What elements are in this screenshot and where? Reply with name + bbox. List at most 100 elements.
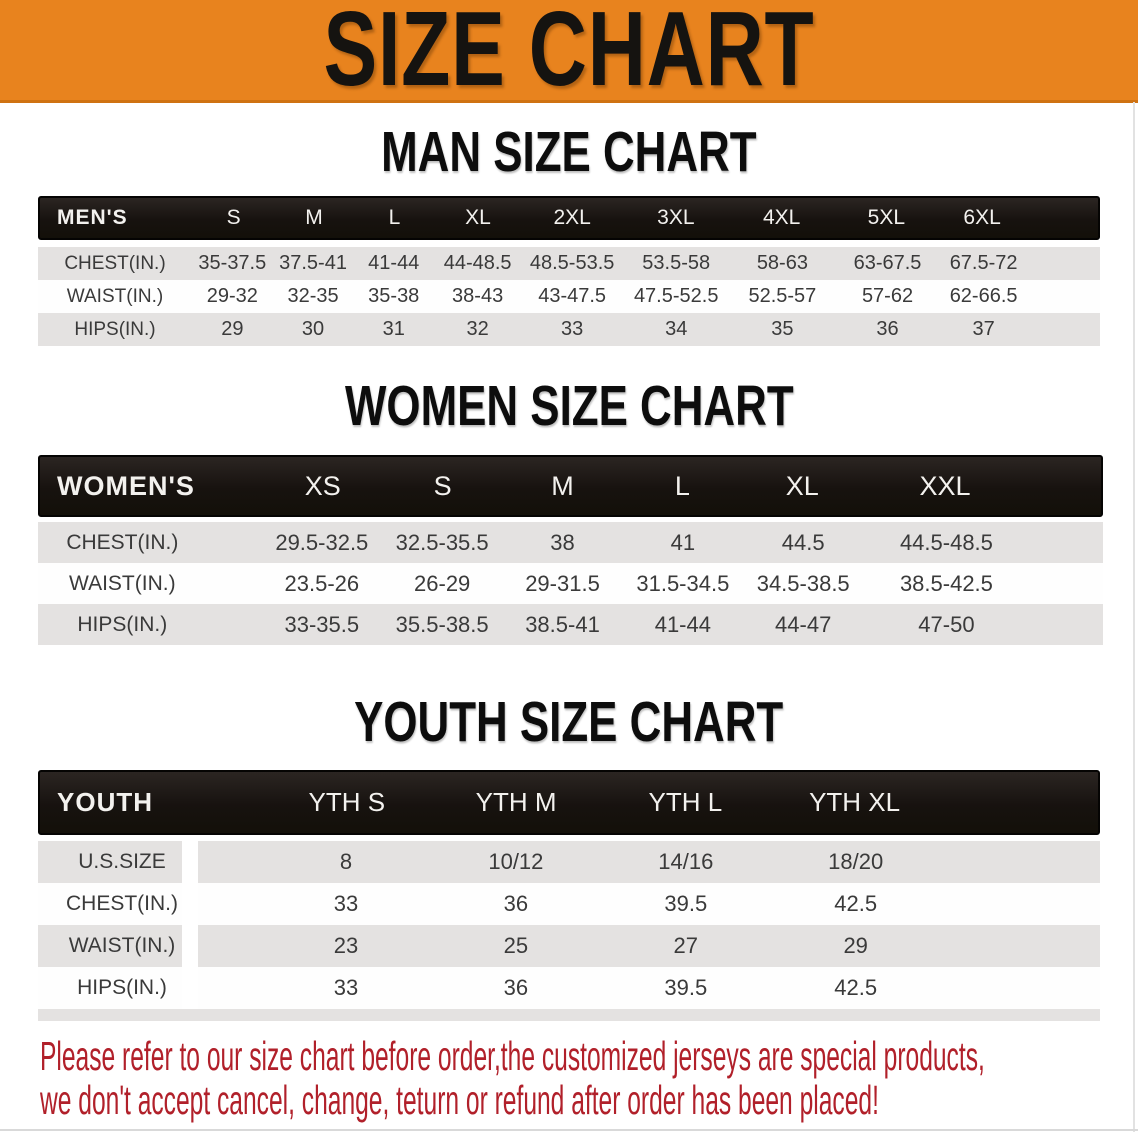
size-value-cell: 32 <box>466 318 489 340</box>
size-value-cell: 44-48.5 <box>443 252 512 274</box>
spacer-cell <box>1029 522 1102 563</box>
size-value-cell: 31.5-34.5 <box>636 570 730 596</box>
size-column-header: YTH S <box>308 787 386 817</box>
size-column-header: YTH M <box>475 787 557 817</box>
size-column-header: L <box>388 206 401 229</box>
size-value-cell: 27 <box>673 933 699 958</box>
measurement-row: CHEST(IN.) 35-37.5 37.5-41 41-44 44-48.5 48.5… <box>38 247 1100 280</box>
size-column-header: S <box>433 470 452 501</box>
size-value-cell: 25 <box>503 933 529 958</box>
row-label: CHEST(IN.) <box>66 892 178 915</box>
size-value-cell: 23.5-26 <box>284 570 360 596</box>
size-value-cell: 29-31.5 <box>525 570 600 596</box>
row-label: HIPS(IN.) <box>77 976 167 999</box>
spacer-cell <box>1029 563 1102 604</box>
size-value-cell: 43-47.5 <box>538 285 607 307</box>
size-value-cell: 35-37.5 <box>198 252 267 274</box>
size-column-header: 3XL <box>657 206 695 229</box>
table-header-row: MEN'S S M L XL 2XL 3XL 4XL 5XL 6XL <box>38 196 1100 240</box>
size-value-cell: 38-43 <box>452 285 504 307</box>
size-column-header: XL <box>785 470 819 501</box>
table-title-cell: YOUTH <box>57 787 153 817</box>
table-title-cell: MEN'S <box>57 206 128 229</box>
row-label: WAIST(IN.) <box>66 285 164 307</box>
youth-section-heading: YOUTH SIZE CHART <box>0 690 1138 754</box>
size-column-header: 2XL <box>553 206 591 229</box>
size-value-cell: 58-63 <box>756 252 808 274</box>
size-value-cell: 37.5-41 <box>279 252 347 274</box>
size-value-cell: 44.5-48.5 <box>899 529 993 555</box>
table-title-cell: WOMEN'S <box>57 470 195 501</box>
spacer-cell <box>941 925 1100 967</box>
size-value-cell: 18/20 <box>828 849 884 874</box>
size-value-cell: 10/12 <box>488 849 544 874</box>
size-value-cell: 38 <box>550 529 575 555</box>
size-column-header: XL <box>465 206 491 229</box>
measurement-row: CHEST(IN.) 29.5-32.5 32.5-35.5 38 41 44.5 44.5… <box>38 522 1103 563</box>
size-value-cell: 53.5-58 <box>642 252 711 274</box>
size-value-cell: 29 <box>221 318 244 340</box>
women-section-heading: WOMEN SIZE CHART <box>0 378 1138 435</box>
measurement-row: HIPS(IN.) 33 36 39.5 42.5 <box>38 967 1100 1009</box>
size-value-cell: 29-32 <box>206 285 258 307</box>
size-value-cell: 32.5-35.5 <box>395 529 489 555</box>
size-value-cell: 35 <box>771 318 794 340</box>
row-label: U.S.SIZE <box>78 850 166 873</box>
youth-size-table: YOUTH YTH S YTH M YTH L YTH XL U.S.SIZE 8 10/12… <box>38 770 1100 1021</box>
spacer-cell <box>1028 280 1100 313</box>
size-column-header: M <box>305 206 323 229</box>
measurement-row: WAIST(IN.) 23 25 27 29 <box>38 925 1100 967</box>
table-header-row: YOUTH YTH S YTH M YTH L YTH XL <box>38 770 1100 835</box>
size-column-header: XS <box>304 470 341 501</box>
size-value-cell: 34 <box>665 318 688 340</box>
size-value-cell: 8 <box>339 849 353 874</box>
size-value-cell: 31 <box>382 318 405 340</box>
womens-size-table: WOMEN'S XS S M L XL XXL CHEST(IN.) 29.5-32.5 32.5… <box>38 455 1103 645</box>
size-column-header: M <box>551 470 574 501</box>
size-value-cell: 41-44 <box>368 252 420 274</box>
size-value-cell: 42.5 <box>834 891 878 916</box>
table-bottom-strip <box>38 1009 1100 1021</box>
table-header-row: WOMEN'S XS S M L XL XXL <box>38 455 1103 517</box>
size-value-cell: 39.5 <box>664 975 708 1000</box>
size-value-cell: 52.5-57 <box>748 285 817 307</box>
size-value-cell: 62-66.5 <box>949 285 1018 307</box>
size-value-cell: 42.5 <box>834 975 878 1000</box>
size-value-cell: 41-44 <box>654 611 711 637</box>
size-value-cell: 44-47 <box>775 611 832 637</box>
size-column-header: S <box>226 206 241 229</box>
size-value-cell: 35.5-38.5 <box>395 611 489 637</box>
spacer-cell <box>1028 247 1100 280</box>
banner: SIZE CHART <box>0 0 1138 103</box>
size-value-cell: 35-38 <box>368 285 420 307</box>
size-value-cell: 67.5-72 <box>949 252 1018 274</box>
size-column-header: YTH L <box>648 787 723 817</box>
spacer-cell <box>1028 457 1101 515</box>
size-value-cell: 33-35.5 <box>284 611 360 637</box>
size-column-header: L <box>674 470 690 501</box>
size-column-header: 6XL <box>963 206 1001 229</box>
row-label: WAIST(IN.) <box>68 934 176 957</box>
measurement-row: HIPS(IN.) 33-35.5 35.5-38.5 38.5-41 41-44 44-… <box>38 604 1103 645</box>
size-value-cell: 37 <box>972 318 995 340</box>
size-value-cell: 38.5-42.5 <box>899 570 993 596</box>
row-label: WAIST(IN.) <box>69 571 176 595</box>
youth-section-heading-text: YOUTH SIZE CHART <box>354 690 784 754</box>
size-value-cell: 39.5 <box>664 891 708 916</box>
size-value-cell: 33 <box>333 891 359 916</box>
measurement-row: WAIST(IN.) 29-32 32-35 35-38 38-43 43-47.5 47.… <box>38 280 1100 313</box>
size-value-cell: 29 <box>843 933 868 958</box>
size-value-cell: 36 <box>876 318 899 340</box>
spacer-cell <box>941 967 1100 1009</box>
scan-edge-bottom <box>0 1129 1138 1131</box>
disclaimer-line-2: we don't accept cancel, change, teturn o… <box>40 1077 879 1123</box>
measurement-row: HIPS(IN.) 29 30 31 32 33 34 35 36 37 <box>38 313 1100 346</box>
disclaimer-line-1: Please refer to our size chart before or… <box>40 1033 985 1079</box>
spacer-cell <box>1026 198 1098 238</box>
banner-title: SIZE CHART <box>323 0 815 108</box>
mens-size-table: MEN'S S M L XL 2XL 3XL 4XL 5XL 6XL CHEST(IN.) 35-37… <box>38 196 1100 346</box>
size-value-cell: 57-62 <box>861 285 914 307</box>
measurement-row: CHEST(IN.) 33 36 39.5 42.5 <box>38 883 1100 925</box>
spacer-cell <box>941 841 1100 883</box>
